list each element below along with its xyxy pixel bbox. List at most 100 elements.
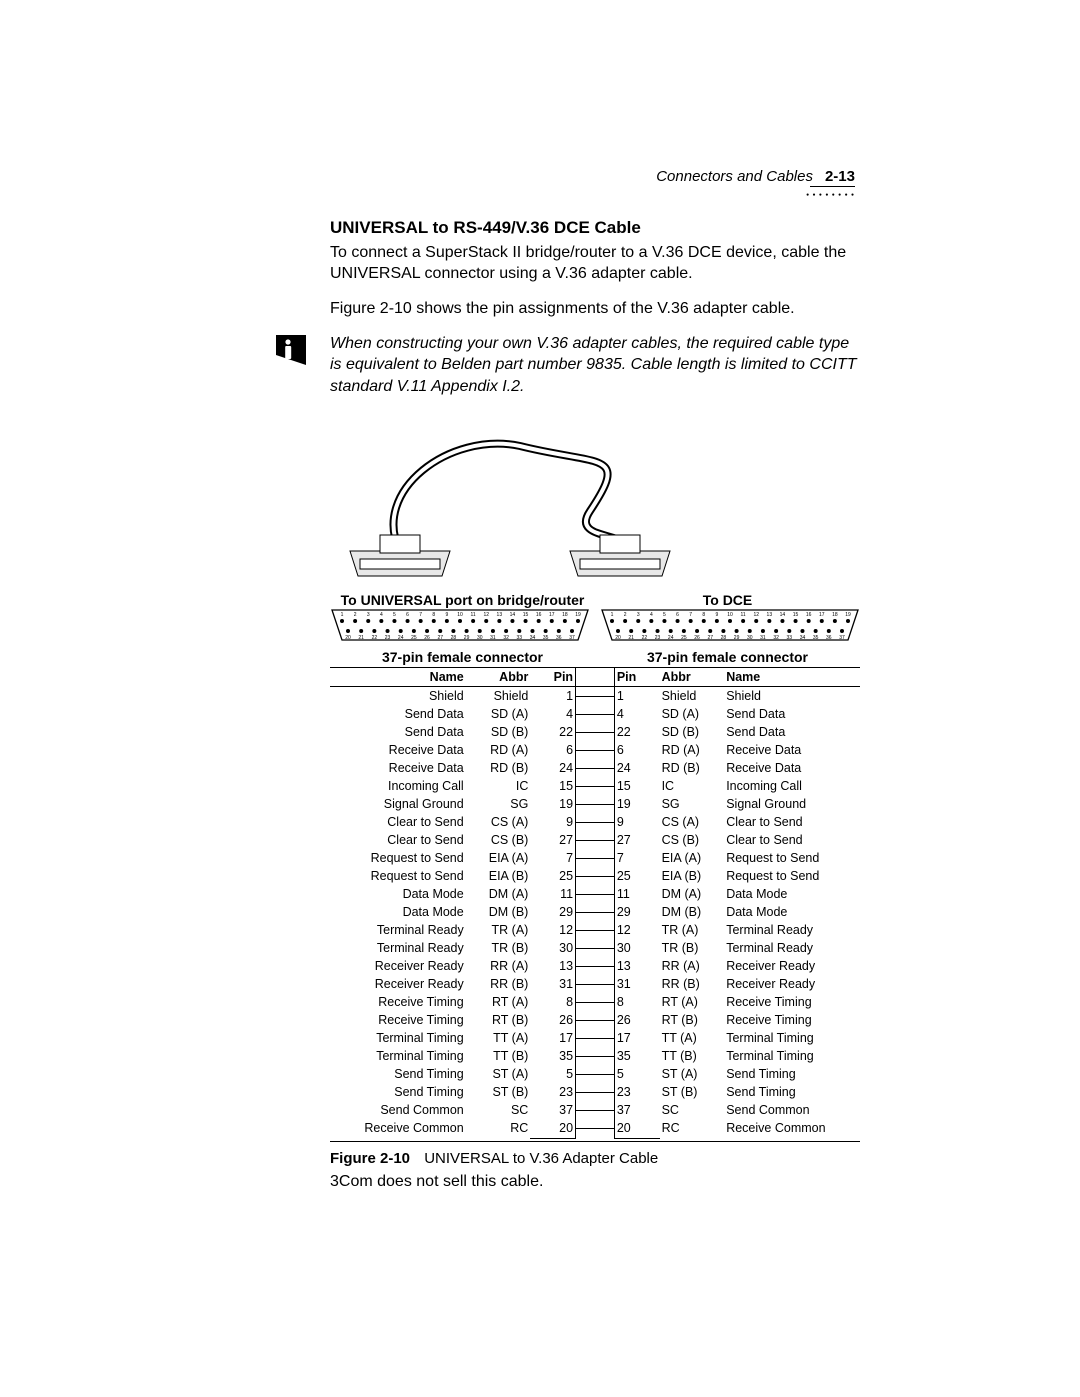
svg-text:19: 19 xyxy=(575,612,581,618)
info-icon xyxy=(274,333,308,367)
table-row: ShieldShield11ShieldShield xyxy=(330,686,860,705)
svg-text:25: 25 xyxy=(681,635,687,641)
svg-text:29: 29 xyxy=(464,635,470,641)
svg-text:27: 27 xyxy=(437,635,443,641)
cell-abbr-l: RR (A) xyxy=(466,957,531,975)
cell-name-l: Signal Ground xyxy=(330,795,466,813)
cell-wire xyxy=(576,831,615,849)
cell-name-l: Receive Common xyxy=(330,1119,466,1139)
svg-text:24: 24 xyxy=(398,635,404,641)
cell-name-r: Receiver Ready xyxy=(724,957,860,975)
cell-wire xyxy=(576,993,615,1011)
cell-pin-l: 7 xyxy=(530,849,575,867)
cell-abbr-l: DM (B) xyxy=(466,903,531,921)
cell-name-r: Terminal Timing xyxy=(724,1029,860,1047)
cell-name-l: Data Mode xyxy=(330,903,466,921)
cell-abbr-l: TR (A) xyxy=(466,921,531,939)
svg-text:29: 29 xyxy=(734,635,740,641)
cell-abbr-r: SD (B) xyxy=(660,723,725,741)
cell-abbr-r: TT (B) xyxy=(660,1047,725,1065)
cell-abbr-l: SG xyxy=(466,795,531,813)
sub-label-right: 37-pin female connector xyxy=(595,649,860,665)
cell-name-r: Request to Send xyxy=(724,867,860,885)
cell-name-r: Send Data xyxy=(724,705,860,723)
cell-abbr-l: TR (B) xyxy=(466,939,531,957)
table-row: Receiver ReadyRR (A)1313RR (A)Receiver R… xyxy=(330,957,860,975)
table-row: Terminal ReadyTR (A)1212TR (A)Terminal R… xyxy=(330,921,860,939)
section-title: UNIVERSAL to RS-449/V.36 DCE Cable xyxy=(330,218,860,238)
cell-pin-r: 23 xyxy=(614,1083,659,1101)
cell-abbr-r: ST (A) xyxy=(660,1065,725,1083)
cell-abbr-r: RD (B) xyxy=(660,759,725,777)
cell-wire xyxy=(576,1047,615,1065)
svg-text:17: 17 xyxy=(549,612,555,618)
svg-text:37: 37 xyxy=(569,635,575,641)
cell-abbr-l: TT (B) xyxy=(466,1047,531,1065)
cell-name-l: Send Data xyxy=(330,723,466,741)
table-row: Receive CommonRC2020RCReceive Common xyxy=(330,1119,860,1139)
svg-text:5: 5 xyxy=(393,612,396,618)
svg-text:31: 31 xyxy=(760,635,766,641)
cell-abbr-l: SC xyxy=(466,1101,531,1119)
cell-abbr-r: RR (A) xyxy=(660,957,725,975)
cell-name-r: Receive Timing xyxy=(724,993,860,1011)
cell-name-l: Request to Send xyxy=(330,867,466,885)
cell-abbr-r: RR (B) xyxy=(660,975,725,993)
cell-wire xyxy=(576,867,615,885)
cell-abbr-l: RT (A) xyxy=(466,993,531,1011)
svg-text:9: 9 xyxy=(715,612,718,618)
cable-illustration xyxy=(330,411,860,586)
svg-text:7: 7 xyxy=(419,612,422,618)
svg-text:36: 36 xyxy=(556,635,562,641)
cell-pin-r: 17 xyxy=(614,1029,659,1047)
cell-abbr-r: RD (A) xyxy=(660,741,725,759)
cell-pin-l: 15 xyxy=(530,777,575,795)
table-row: Terminal TimingTT (B)3535TT (B)Terminal … xyxy=(330,1047,860,1065)
cell-pin-l: 29 xyxy=(530,903,575,921)
cell-abbr-l: ST (A) xyxy=(466,1065,531,1083)
connector-sub-labels: 37-pin female connector 37-pin female co… xyxy=(330,649,860,665)
note-block: When constructing your own V.36 adapter … xyxy=(330,333,860,396)
cell-wire xyxy=(576,1065,615,1083)
svg-text:7: 7 xyxy=(689,612,692,618)
table-row: Send TimingST (A)55ST (A)Send Timing xyxy=(330,1065,860,1083)
svg-text:26: 26 xyxy=(694,635,700,641)
th-wire xyxy=(576,667,615,686)
cell-abbr-l: ST (B) xyxy=(466,1083,531,1101)
cell-name-l: Terminal Timing xyxy=(330,1029,466,1047)
table-row: Data ModeDM (B)2929DM (B)Data Mode xyxy=(330,903,860,921)
cell-pin-l: 25 xyxy=(530,867,575,885)
para-intro-1: To connect a SuperStack II bridge/router… xyxy=(330,242,860,284)
cell-wire xyxy=(576,1029,615,1047)
svg-text:9: 9 xyxy=(445,612,448,618)
header-rule xyxy=(810,186,855,187)
para-intro-2: Figure 2-10 shows the pin assignments of… xyxy=(330,298,860,319)
cell-name-l: Incoming Call xyxy=(330,777,466,795)
cell-pin-l: 12 xyxy=(530,921,575,939)
cell-wire xyxy=(576,705,615,723)
cell-pin-l: 11 xyxy=(530,885,575,903)
cell-name-r: Shield xyxy=(724,686,860,705)
cell-abbr-r: Shield xyxy=(660,686,725,705)
cell-abbr-r: CS (A) xyxy=(660,813,725,831)
cell-pin-r: 11 xyxy=(614,885,659,903)
cell-abbr-r: RC xyxy=(660,1119,725,1139)
table-row: Clear to SendCS (A)99CS (A)Clear to Send xyxy=(330,813,860,831)
svg-text:1: 1 xyxy=(611,612,614,618)
sub-label-left: 37-pin female connector xyxy=(330,649,595,665)
table-row: Receive DataRD (B)2424RD (B)Receive Data xyxy=(330,759,860,777)
svg-text:13: 13 xyxy=(497,612,503,618)
table-row: Data ModeDM (A)1111DM (A)Data Mode xyxy=(330,885,860,903)
cell-wire xyxy=(576,1119,615,1139)
table-row: Clear to SendCS (B)2727CS (B)Clear to Se… xyxy=(330,831,860,849)
cell-name-l: Terminal Timing xyxy=(330,1047,466,1065)
table-row: Incoming CallIC1515ICIncoming Call xyxy=(330,777,860,795)
cell-abbr-l: TT (A) xyxy=(466,1029,531,1047)
cell-abbr-l: Shield xyxy=(466,686,531,705)
cell-name-l: Receiver Ready xyxy=(330,975,466,993)
svg-text:2: 2 xyxy=(354,612,357,618)
svg-text:3: 3 xyxy=(367,612,370,618)
cell-name-r: Terminal Ready xyxy=(724,939,860,957)
cell-pin-l: 23 xyxy=(530,1083,575,1101)
cell-pin-r: 12 xyxy=(614,921,659,939)
